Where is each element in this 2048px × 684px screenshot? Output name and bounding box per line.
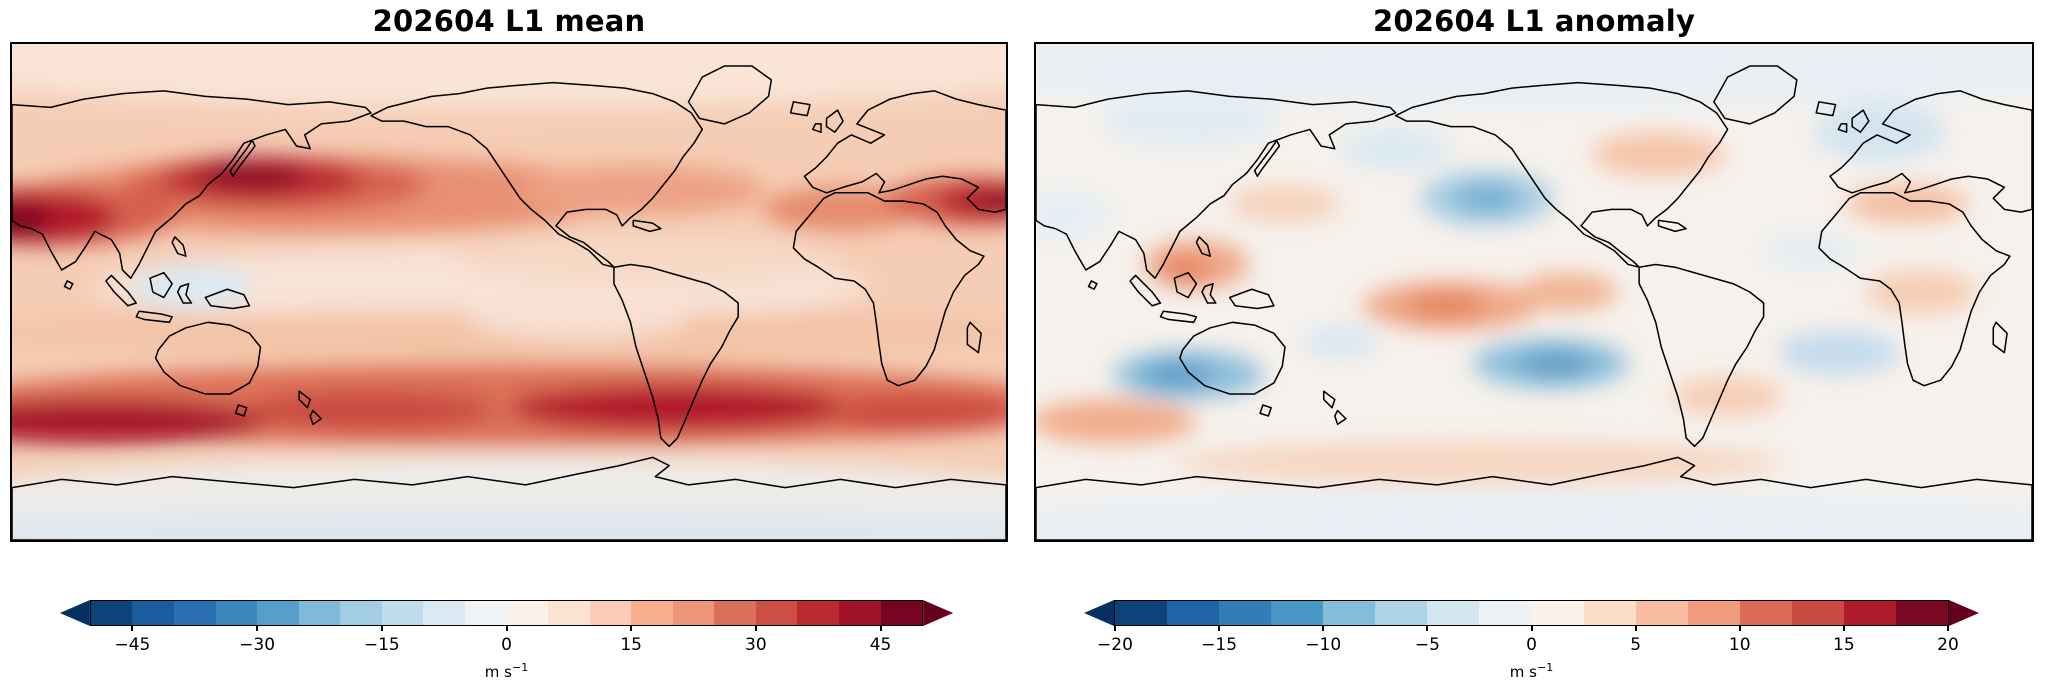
- colorbar-tick-label: −15: [1201, 635, 1238, 655]
- colorbar-unit-label: m s−1: [1509, 661, 1554, 681]
- colorbar-tick-label: 5: [1630, 635, 1642, 655]
- map-mean: [10, 42, 1008, 542]
- colorbar-segment: [1323, 601, 1376, 625]
- colorbar-tick-label: −5: [1414, 635, 1440, 655]
- colorbar-tick: [879, 625, 882, 631]
- colorbar-tick: [630, 625, 633, 631]
- colorbar-unit-label: m s−1: [484, 661, 529, 681]
- colorbar-segment: [257, 601, 299, 625]
- colorbar-body: −45 −30 −15 0 15 30 45 m s−1: [89, 600, 924, 681]
- colorbar-tick: [1426, 625, 1429, 631]
- colorbar-segment: [839, 601, 881, 625]
- colorbar-segment: [880, 601, 923, 625]
- colorbar-tick: [1634, 625, 1637, 631]
- anomaly-field: [1036, 44, 2032, 540]
- colorbar-segment: [1791, 601, 1844, 625]
- colorbar-segment: [1843, 601, 1896, 625]
- colorbar-segment: [215, 601, 258, 625]
- colorbar-tick-label: 45: [869, 635, 892, 655]
- colorbar-segment: [506, 601, 549, 625]
- colorbar-segment: [714, 601, 756, 625]
- colorbar-tick: [1322, 625, 1325, 631]
- colorbar-segment: [1375, 601, 1428, 625]
- colorbar-segment: [1739, 601, 1792, 625]
- colorbar-segment: [1219, 601, 1272, 625]
- colorbar-segment: [1479, 601, 1532, 625]
- panel-title-anomaly: 202604 L1 anomaly: [1372, 4, 1696, 38]
- map-mean-svg: [12, 44, 1006, 540]
- colorbar-tick: [256, 625, 259, 631]
- colorbar-segment: [1583, 601, 1636, 625]
- colorbar-tick: [1738, 625, 1741, 631]
- colorbar-tick-label: 0: [501, 635, 512, 655]
- colorbar-tick: [1842, 625, 1845, 631]
- coastlines: [1036, 65, 2032, 540]
- colorbar-segment: [381, 601, 424, 625]
- colorbar-tick-label: 0: [1526, 635, 1537, 655]
- colorbar-left-arrow: [1084, 600, 1114, 626]
- colorbar-mean: −45 −30 −15 0 15 30 45 m s−1: [59, 600, 954, 681]
- colorbar-segment: [1687, 601, 1740, 625]
- colorbar-segment: [672, 601, 715, 625]
- colorbar-tick: [505, 625, 508, 631]
- panel-anomaly: 202604 L1 anomaly: [1034, 0, 2034, 684]
- colorbar-segment: [548, 601, 590, 625]
- colorbar-tick: [1114, 625, 1116, 631]
- colorbar-segment: [1115, 601, 1168, 625]
- colorbar-segment: [423, 601, 465, 625]
- panel-mean: 202604 L1 mean: [10, 0, 1008, 684]
- colorbar-tick-label: −20: [1097, 635, 1133, 655]
- colorbar-segment: [1531, 601, 1584, 625]
- colorbar-body: −20 −15 −10 −5 0 5 10 15 20 m s−1: [1097, 600, 1959, 681]
- colorbar-tick: [1947, 625, 1949, 631]
- colorbar-right-arrow: [1949, 600, 1979, 626]
- colorbar-segment: [1167, 601, 1220, 625]
- colorbar-segment: [90, 601, 133, 625]
- colorbar-tick: [1530, 625, 1533, 631]
- colorbar-segment: [340, 601, 382, 625]
- colorbar-segment: [1427, 601, 1480, 625]
- colorbar-tick-label: 15: [620, 635, 643, 655]
- map-anomaly-svg: [1036, 44, 2032, 540]
- mean-field: [12, 44, 1006, 540]
- colorbar-segment: [755, 601, 798, 625]
- colorbar-tick: [754, 625, 757, 631]
- colorbar-segment: [631, 601, 673, 625]
- colorbar-tick-label: 30: [745, 635, 767, 655]
- colorbar-segment: [298, 601, 341, 625]
- colorbar-segment: [132, 601, 175, 625]
- colorbar-segment: [464, 601, 507, 625]
- colorbar-anomaly: −20 −15 −10 −5 0 5 10 15 20 m s−1: [1084, 600, 1979, 681]
- colorbar-segment: [797, 601, 840, 625]
- colorbar-tick-label: 10: [1728, 635, 1751, 655]
- colorbar-right-arrow: [923, 600, 954, 626]
- colorbar-tick: [131, 625, 134, 631]
- colorbar-tick-label: −30: [239, 635, 276, 655]
- colorbar-tick-label: −10: [1305, 635, 1342, 655]
- colorbar-segment: [1895, 601, 1948, 625]
- colorbar-tick: [380, 625, 383, 631]
- colorbar-segment: [1635, 601, 1688, 625]
- map-anomaly: [1034, 42, 2034, 542]
- colorbar-tick-label: 15: [1833, 635, 1855, 655]
- colorbar-tick-label: −15: [363, 635, 400, 655]
- colorbar-segment: [1271, 601, 1324, 625]
- colorbar-left-arrow: [59, 600, 90, 626]
- coastlines: [12, 65, 1006, 540]
- colorbar-tick: [1218, 625, 1221, 631]
- colorbar-segment: [589, 601, 632, 625]
- colorbar-segment: [174, 601, 216, 625]
- panel-title-mean: 202604 L1 mean: [372, 4, 646, 38]
- colorbar-tick-label: 20: [1937, 635, 1959, 655]
- colorbar-tick-label: −45: [114, 635, 151, 655]
